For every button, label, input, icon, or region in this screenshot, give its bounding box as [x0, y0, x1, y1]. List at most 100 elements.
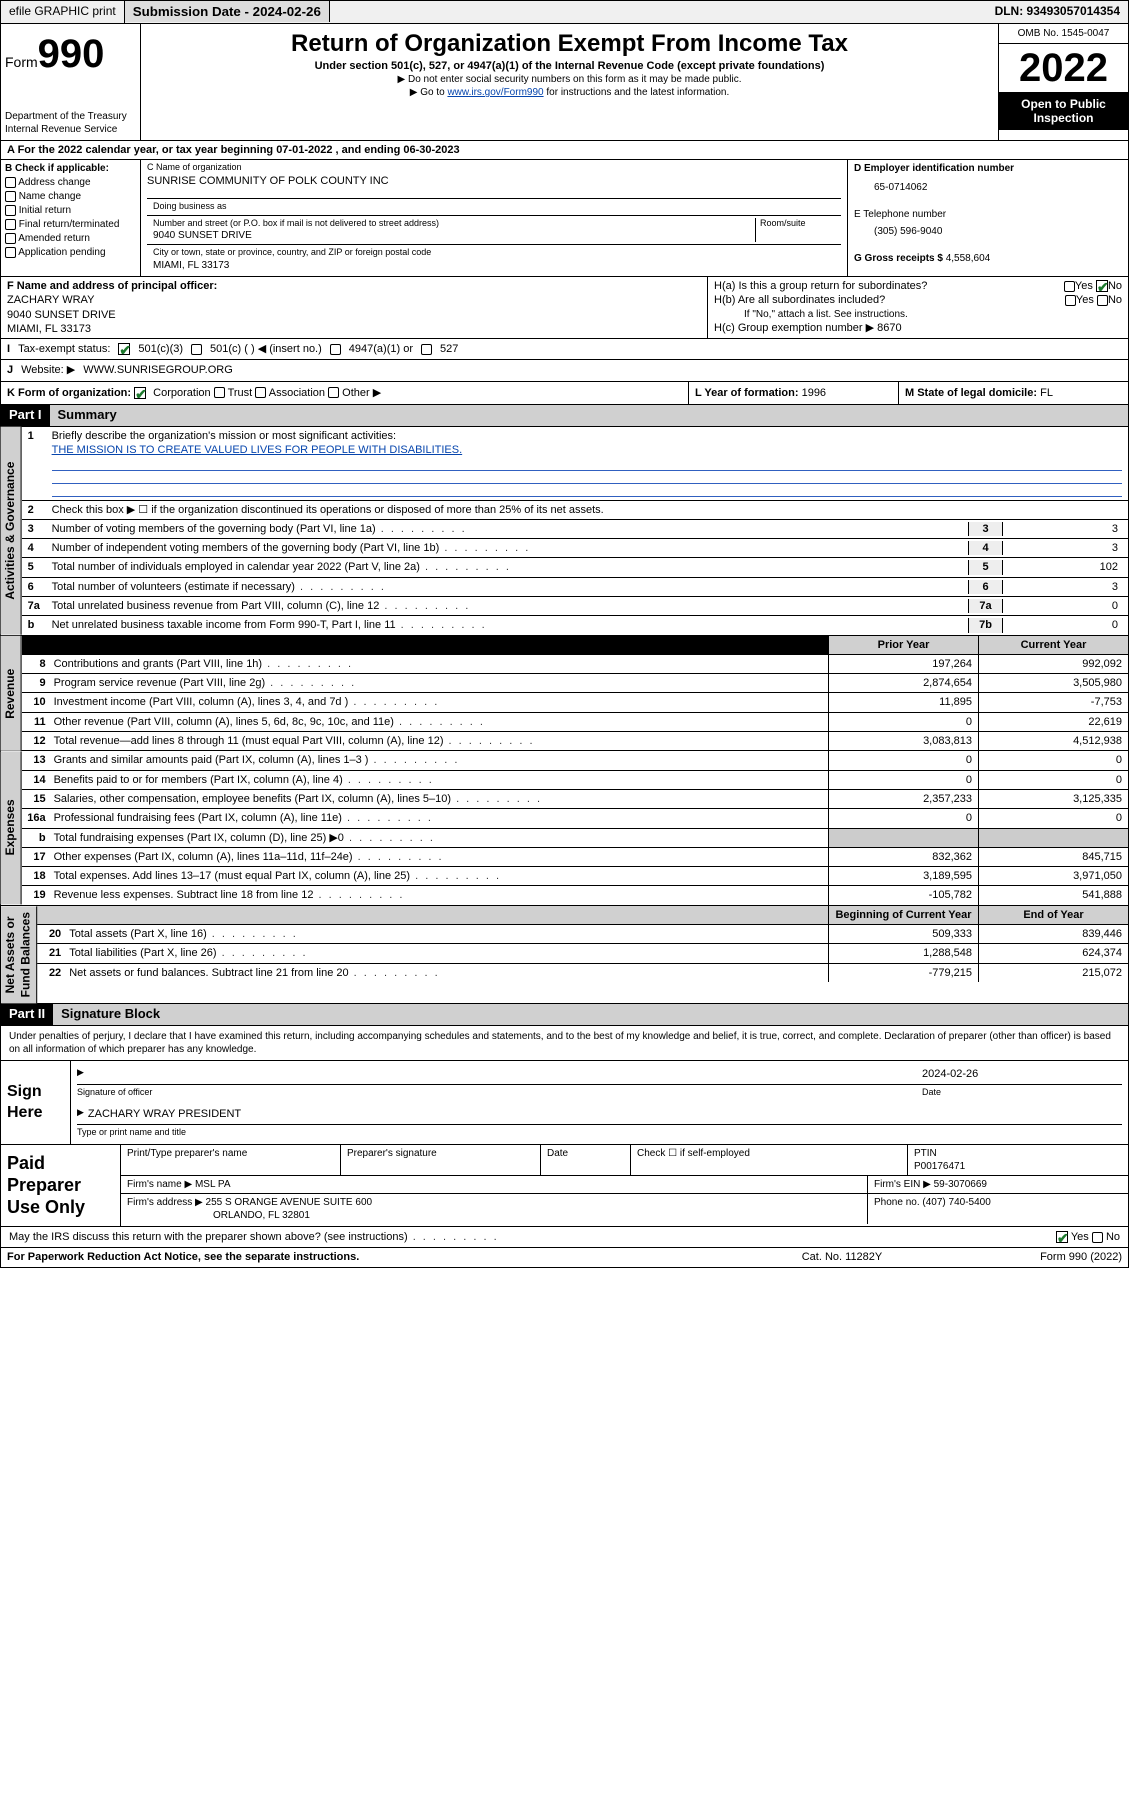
chk-amended[interactable] [5, 233, 16, 244]
governance-vlabel: Activities & Governance [1, 427, 22, 635]
chk-name-change[interactable] [5, 191, 16, 202]
open-public-badge: Open to Public Inspection [999, 92, 1128, 131]
omb-number: OMB No. 1545-0047 [999, 24, 1128, 44]
row-k: K Form of organization: Corporation Trus… [0, 382, 1129, 405]
note-goto-pre: ▶ Go to [410, 87, 448, 98]
paperwork-notice: For Paperwork Reduction Act Notice, see … [7, 1250, 742, 1264]
col-d: D Employer identification number 65-0714… [848, 160, 1128, 276]
firm-name: MSL PA [195, 1179, 231, 1190]
col-b-checkboxes: B Check if applicable: Address change Na… [1, 160, 141, 276]
officer-addr2: MIAMI, FL 33173 [7, 322, 701, 336]
chk-other[interactable] [328, 387, 339, 398]
m-label: M State of legal domicile: [905, 387, 1037, 399]
hb-no-chk[interactable] [1097, 295, 1108, 306]
submission-date-button[interactable]: Submission Date - 2024-02-26 [125, 1, 330, 22]
ein-label: D Employer identification number [854, 162, 1122, 175]
paid-prep-label: Paid Preparer Use Only [1, 1145, 121, 1226]
chk-app-pending[interactable] [5, 247, 16, 258]
website-label: Website: ▶ [21, 363, 75, 377]
ptin-label: PTIN [914, 1148, 937, 1159]
ha-yes-chk[interactable] [1064, 281, 1075, 292]
sign-here-label: Sign Here [1, 1061, 71, 1144]
firm-phone: (407) 740-5400 [922, 1197, 990, 1208]
prep-sig-label: Preparer's signature [341, 1145, 541, 1175]
officer-addr1: 9040 SUNSET DRIVE [7, 308, 701, 322]
ha-no-chk[interactable] [1096, 280, 1108, 292]
chk-501c[interactable] [191, 344, 202, 355]
fin-row: bTotal fundraising expenses (Part IX, co… [22, 828, 1128, 847]
city-label: City or town, state or province, country… [153, 247, 835, 259]
ein-value: 65-0714062 [874, 181, 1122, 194]
room-label: Room/suite [760, 218, 835, 230]
row-f-h: F Name and address of principal officer:… [0, 277, 1129, 339]
chk-501c3[interactable] [118, 343, 130, 355]
dba-label: Doing business as [153, 201, 835, 213]
expenses-vlabel: Expenses [1, 751, 22, 904]
tax-year: 2022 [999, 44, 1128, 92]
k-label: K Form of organization: [7, 387, 131, 399]
form-title: Return of Organization Exempt From Incom… [145, 28, 994, 59]
prep-date-label: Date [541, 1145, 631, 1175]
ptin-value: P00176471 [914, 1161, 965, 1172]
fin-row: 12Total revenue—add lines 8 through 11 (… [22, 731, 1128, 750]
firm-ein: 59-3070669 [934, 1179, 987, 1190]
chk-final-return[interactable] [5, 219, 16, 230]
chk-assoc[interactable] [255, 387, 266, 398]
city-value: MIAMI, FL 33173 [153, 259, 835, 272]
form-number: 990 [38, 32, 105, 76]
signature-block: Under penalties of perjury, I declare th… [0, 1026, 1129, 1248]
phone-value: (305) 596-9040 [874, 225, 1122, 238]
part2-badge: Part II [1, 1004, 53, 1025]
chk-address-change[interactable] [5, 177, 16, 188]
header-left: Form990 Department of the Treasury Inter… [1, 24, 141, 140]
irs-link[interactable]: www.irs.gov/Form990 [447, 87, 543, 98]
prior-year-hdr: Prior Year [828, 636, 978, 654]
row-a-tax-year: A For the 2022 calendar year, or tax yea… [0, 141, 1129, 160]
revenue-col-headers: Prior Year Current Year [22, 636, 1128, 655]
dln-label: DLN: 93493057014354 [987, 1, 1128, 23]
gov-line: bNet unrelated business taxable income f… [22, 615, 1128, 634]
fin-row: 16aProfessional fundraising fees (Part I… [22, 808, 1128, 827]
irs-label: Internal Revenue Service [5, 123, 136, 136]
fin-row: 21Total liabilities (Part X, line 26) 1,… [37, 943, 1128, 962]
form-page-label: Form 990 (2022) [942, 1250, 1122, 1264]
date-label: Date [922, 1087, 1122, 1099]
hb-yes-chk[interactable] [1065, 295, 1076, 306]
m-value: FL [1040, 387, 1053, 399]
fin-row: 11Other revenue (Part VIII, column (A), … [22, 712, 1128, 731]
current-year-hdr: Current Year [978, 636, 1128, 654]
firm-addr2: ORLANDO, FL 32801 [213, 1210, 310, 1221]
begin-year-hdr: Beginning of Current Year [828, 906, 978, 924]
chk-527[interactable] [421, 344, 432, 355]
paid-preparer-row: Paid Preparer Use Only Print/Type prepar… [1, 1144, 1128, 1226]
officer-sig-name: ZACHARY WRAY PRESIDENT [88, 1107, 241, 1124]
may-irs-yes-chk[interactable] [1056, 1231, 1068, 1243]
ha-label: H(a) Is this a group return for subordin… [714, 280, 927, 292]
fin-row: 9Program service revenue (Part VIII, lin… [22, 673, 1128, 692]
chk-4947[interactable] [330, 344, 341, 355]
chk-trust[interactable] [214, 387, 225, 398]
header-mid: Return of Organization Exempt From Incom… [141, 24, 998, 140]
gov-line: 3Number of voting members of the governi… [22, 519, 1128, 538]
l-label: L Year of formation: [695, 387, 799, 399]
hb-note: If "No," attach a list. See instructions… [714, 308, 1122, 321]
website-value: WWW.SUNRISEGROUP.ORG [83, 363, 233, 377]
netassets-section: Net Assets or Fund Balances Beginning of… [0, 906, 1129, 1004]
chk-corp[interactable] [134, 387, 146, 399]
mission-text: THE MISSION IS TO CREATE VALUED LIVES FO… [52, 444, 463, 456]
hc-label: H(c) Group exemption number ▶ [714, 322, 874, 334]
dept-label: Department of the Treasury [5, 110, 136, 123]
addr-label: Number and street (or P.O. box if mail i… [153, 218, 755, 230]
governance-section: Activities & Governance 1Briefly describ… [0, 427, 1129, 636]
addr-value: 9040 SUNSET DRIVE [153, 229, 755, 242]
note-ssn: ▶ Do not enter social security numbers o… [145, 73, 994, 86]
may-irs-no-chk[interactable] [1092, 1232, 1103, 1243]
netassets-vlabel: Net Assets or Fund Balances [1, 906, 37, 1003]
part2-title: Signature Block [53, 1004, 1128, 1025]
chk-initial-return[interactable] [5, 205, 16, 216]
hc-value: 8670 [877, 322, 901, 334]
part2-header-row: Part II Signature Block [0, 1004, 1129, 1026]
officer-label: F Name and address of principal officer: [7, 279, 701, 293]
form-subtitle: Under section 501(c), 527, or 4947(a)(1)… [145, 59, 994, 73]
fin-row: 22Net assets or fund balances. Subtract … [37, 963, 1128, 982]
